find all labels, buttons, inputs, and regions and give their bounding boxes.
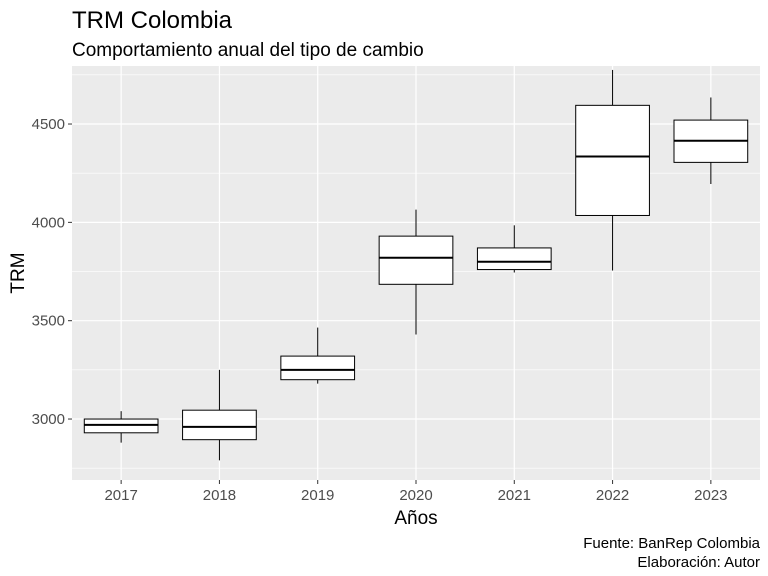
caption-author: Elaboración: Autor (637, 554, 760, 571)
y-tick-label: 3500 (32, 313, 65, 330)
x-tick-label: 2022 (596, 487, 629, 504)
box-2019 (280, 327, 356, 384)
x-tick-label: 2018 (203, 487, 236, 504)
box-2017 (83, 411, 159, 443)
x-tick-label: 2017 (104, 487, 137, 504)
box-iqr (378, 235, 454, 285)
y-tick-label: 3000 (32, 411, 65, 428)
y-axis-ticks: 3000 3500 4000 4500 (32, 116, 72, 428)
box-2018 (182, 369, 257, 461)
x-tick-label: 2020 (399, 487, 432, 504)
y-tick-label: 4500 (32, 116, 65, 133)
caption-source: Fuente: BanRep Colombia (583, 535, 760, 552)
x-tick-label: 2021 (498, 487, 531, 504)
box-2023 (673, 97, 749, 185)
x-axis-label: Años (394, 508, 437, 529)
box-iqr (280, 355, 356, 381)
y-axis-label: TRM (8, 252, 29, 293)
chart-title: TRM Colombia (72, 7, 233, 34)
y-tick-label: 4000 (32, 214, 65, 231)
box-iqr (476, 247, 552, 271)
x-tick-label: 2023 (694, 487, 727, 504)
box-2022 (575, 69, 650, 271)
boxplots (83, 69, 749, 461)
box-2021 (476, 225, 552, 273)
x-axis-ticks: 2017 2018 2019 2020 2021 2022 2023 (104, 480, 728, 504)
box-2020 (378, 209, 454, 335)
chart-subtitle: Comportamiento anual del tipo de cambio (72, 40, 424, 61)
x-tick-label: 2019 (301, 487, 334, 504)
box-iqr (575, 104, 650, 216)
box-iqr (182, 409, 257, 441)
